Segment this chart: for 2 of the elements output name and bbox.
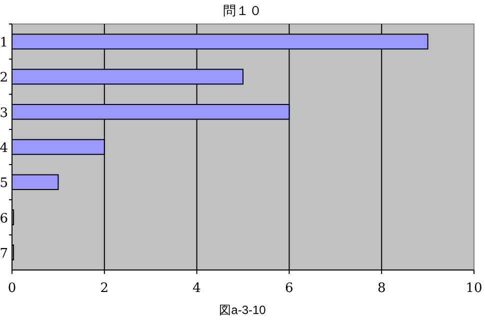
annotation: 図a-3-10: [219, 303, 266, 317]
title: 問１０: [223, 3, 262, 18]
